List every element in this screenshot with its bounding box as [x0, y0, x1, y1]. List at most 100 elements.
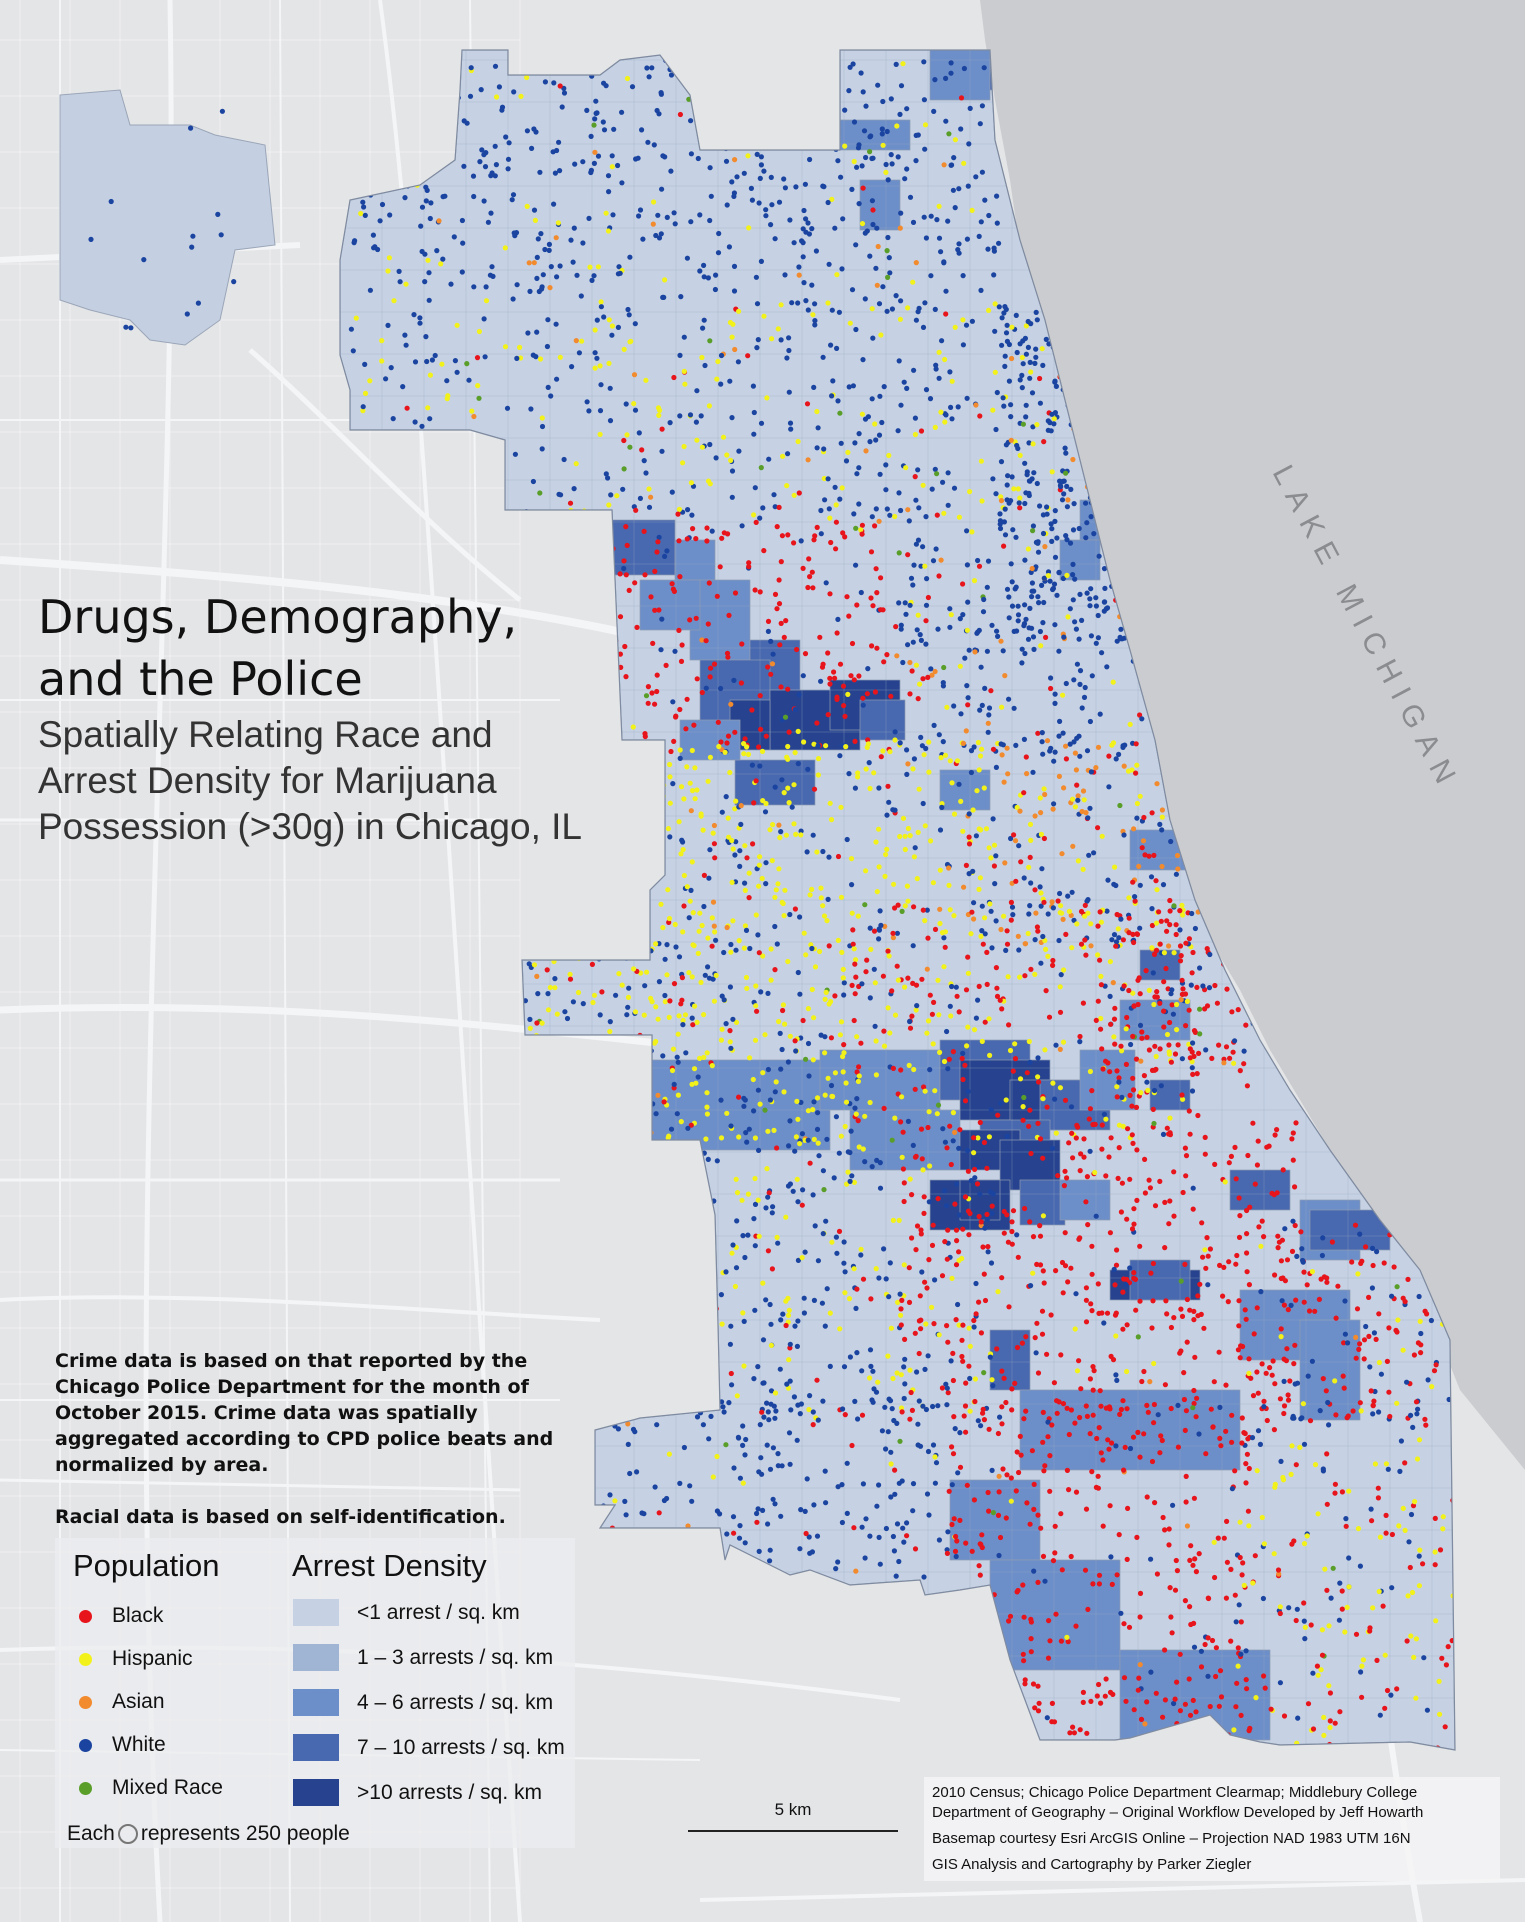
population-dot [736, 1134, 742, 1140]
population-dot [1153, 920, 1160, 926]
population-dot [799, 1202, 805, 1208]
population-dot [654, 688, 660, 695]
population-dot [1022, 1205, 1028, 1212]
population-dot [1076, 525, 1082, 532]
population-dot [1111, 1016, 1118, 1022]
population-dot [776, 866, 782, 872]
population-dot [1036, 600, 1042, 606]
population-dot [681, 1444, 688, 1451]
population-dot [851, 677, 857, 683]
population-dot [503, 134, 509, 140]
population-dot [933, 1460, 940, 1466]
population-dot [786, 1143, 792, 1149]
population-dot [459, 217, 465, 224]
population-dot [779, 533, 786, 539]
population-dot [1071, 1730, 1077, 1736]
population-dot [986, 307, 992, 313]
population-dot [471, 413, 477, 420]
population-dot [721, 1409, 727, 1415]
population-dot [1389, 1293, 1395, 1299]
population-dot [1277, 1396, 1283, 1402]
population-dot [1376, 1359, 1382, 1366]
population-dot [1216, 1703, 1222, 1709]
population-dot [669, 489, 675, 495]
population-dot [1335, 1283, 1341, 1289]
population-dot [1101, 566, 1108, 572]
population-dot [736, 1535, 743, 1541]
population-dot [397, 279, 403, 285]
population-dot [1205, 1635, 1211, 1641]
population-dot [960, 1076, 966, 1083]
population-dot [820, 848, 826, 855]
population-dot [1040, 1409, 1046, 1415]
population-dot [945, 1227, 951, 1233]
population-dot [1357, 1400, 1363, 1406]
population-dot [937, 827, 944, 833]
population-dot [782, 272, 788, 278]
population-dot [539, 1020, 545, 1026]
population-dot [1270, 1358, 1276, 1364]
population-dot [1035, 1683, 1041, 1689]
population-dot [920, 676, 926, 682]
population-dot [1084, 1730, 1090, 1736]
population-dot [979, 498, 985, 504]
population-dot [964, 395, 970, 401]
population-dot [982, 1297, 989, 1304]
population-dot [703, 685, 709, 691]
population-dot [1159, 814, 1165, 820]
population-dot [535, 991, 541, 997]
population-dot [512, 451, 519, 457]
population-dot [1028, 1150, 1034, 1157]
population-dot [979, 1038, 985, 1044]
population-dot [531, 207, 538, 213]
population-dot [642, 733, 648, 740]
population-dot [932, 1277, 938, 1283]
population-dot [827, 1310, 833, 1316]
population-dot [1141, 1073, 1147, 1079]
population-dot [948, 404, 954, 410]
population-dot [1064, 1175, 1070, 1181]
population-dot [863, 868, 869, 874]
population-dot [1309, 1358, 1315, 1364]
population-dot [998, 459, 1005, 465]
population-dot [962, 1062, 968, 1068]
population-dot [986, 1134, 993, 1140]
population-dot [777, 1030, 783, 1036]
population-dot [698, 811, 704, 817]
population-dot [682, 1012, 689, 1018]
population-dot [1170, 1011, 1176, 1017]
population-dot [758, 989, 764, 995]
population-dot [1292, 1184, 1298, 1190]
population-dot [978, 219, 984, 225]
population-dot [1088, 1301, 1094, 1307]
population-dot [383, 376, 389, 382]
population-dot [896, 1480, 902, 1486]
population-dot [659, 448, 665, 454]
population-dot [525, 330, 531, 336]
population-dot [1008, 835, 1014, 842]
population-dot [777, 835, 783, 841]
population-dot [710, 830, 716, 836]
population-dot [975, 1418, 981, 1424]
population-dot [994, 1346, 1000, 1352]
population-dot [1415, 1406, 1421, 1412]
population-dot [1045, 1655, 1052, 1661]
population-dot [810, 1057, 816, 1063]
population-dot [1000, 648, 1006, 654]
population-dot [800, 240, 806, 246]
population-dot [822, 996, 828, 1002]
population-dot [999, 315, 1005, 321]
population-dot [701, 274, 707, 280]
population-dot [1064, 572, 1070, 579]
population-dot [676, 627, 682, 634]
population-dot [906, 1265, 912, 1271]
population-dot [1088, 1698, 1094, 1704]
population-dot [575, 989, 582, 996]
population-dot [1089, 673, 1095, 679]
population-dot [872, 421, 878, 427]
population-dot [840, 530, 846, 536]
population-dot [1076, 733, 1082, 739]
population-dot [921, 214, 927, 220]
population-dot [994, 628, 1000, 634]
population-dot [1045, 911, 1051, 917]
